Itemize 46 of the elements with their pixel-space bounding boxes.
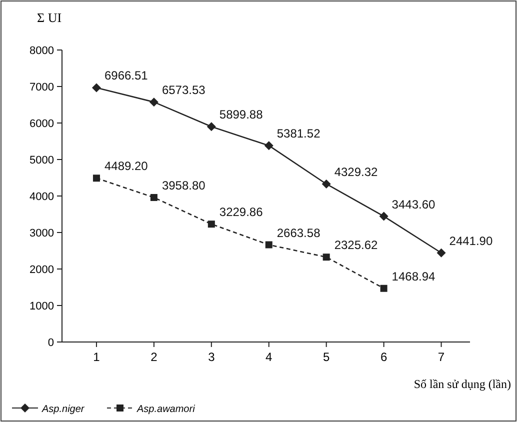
x-tick-label: 1 [93,350,100,364]
point [322,254,330,261]
point [206,122,216,132]
x-tick-label: 5 [322,350,330,364]
data-label: 3229.86 [219,205,264,220]
data-label: 5899.88 [219,108,264,122]
point [264,141,274,150]
data-label: 4329.32 [334,164,378,179]
legend-label: Asp.awamori [136,404,196,415]
point [150,194,158,202]
y-axis-title: Σ UI [37,10,62,25]
data-label: 4489.20 [104,159,148,174]
data-label: 3958.80 [162,178,206,193]
data-label: 1468.94 [392,269,436,284]
data-label: 2325.62 [334,238,378,252]
point [92,174,100,182]
data-label: 2663.58 [276,226,321,240]
x-tick-label: 2 [150,350,158,364]
x-tick-label: 6 [380,350,388,364]
data-label: 2441.90 [449,234,493,248]
point [380,284,388,292]
point [265,241,272,248]
data-label: 6966.51 [104,68,148,83]
legend-label: Asp.niger [41,404,85,415]
point [208,220,215,228]
y-tick-label: 8000 [30,45,54,57]
x-tick-label: 4 [266,350,273,364]
y-tick-label: 2000 [30,264,54,276]
y-tick-label: 0 [48,337,54,349]
y-tick-label: 5000 [30,154,54,166]
point [436,248,446,258]
y-tick-label: 6000 [30,118,54,130]
y-tick-label: 1000 [30,300,54,312]
point [149,98,158,107]
point [92,83,101,92]
x-tick-label: 3 [208,350,216,364]
point [379,212,388,221]
y-tick-label: 4000 [30,191,54,203]
point [322,179,331,188]
data-label: 6573.53 [162,83,206,98]
data-label: 5381.52 [276,126,321,141]
data-label: 3443.60 [392,197,436,212]
y-tick-label: 7000 [30,82,54,94]
x-tick-label: 7 [438,350,445,364]
y-tick-label: 3000 [30,228,54,240]
x-axis-title: Số lần sử dụng (lần) [414,377,511,391]
